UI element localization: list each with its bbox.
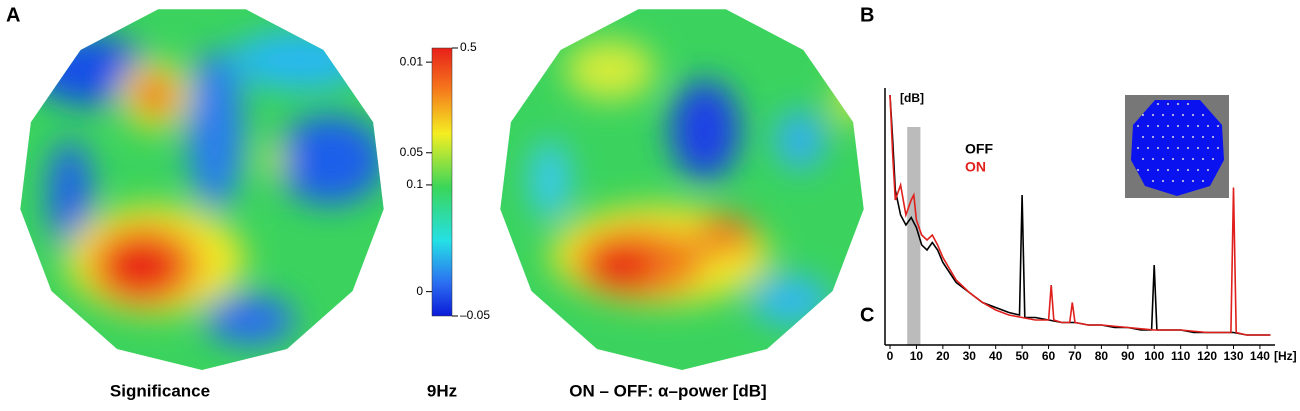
electrode: [1182, 114, 1184, 116]
panel-label: A: [6, 4, 20, 26]
electrode: [1162, 158, 1164, 160]
electrode: [1172, 136, 1174, 138]
electrode: [1167, 103, 1169, 105]
electrode: [1147, 169, 1149, 171]
electrode: [1197, 169, 1199, 171]
electrode: [1177, 169, 1179, 171]
electrode: [1202, 158, 1204, 160]
electrode: [1177, 103, 1179, 105]
electrode: [1137, 169, 1139, 171]
electrode: [1212, 158, 1214, 160]
electrode: [1197, 147, 1199, 149]
electrode: [1152, 180, 1154, 182]
electrode: [1172, 180, 1174, 182]
electrode: [1217, 147, 1219, 149]
colorbar-tick-label: 0: [416, 284, 423, 298]
colorbar-caption: 9Hz: [427, 381, 457, 400]
x-tick-label: 60: [1042, 349, 1056, 363]
electrode: [1172, 158, 1174, 160]
electrode: [1187, 103, 1189, 105]
x-tick-label: 110: [1171, 349, 1191, 363]
electrode: [1187, 169, 1189, 171]
colorbar-tick-label: 0.1: [406, 177, 423, 191]
colorbar-tick-label: 0.05: [400, 145, 424, 159]
electrode: [1187, 125, 1189, 127]
electrode: [1182, 136, 1184, 138]
map-caption: Significance: [110, 381, 210, 400]
legend-label: OFF: [965, 141, 993, 157]
colorbar-tick-label: 0.5: [460, 40, 477, 54]
x-axis-label: [Hz]: [1274, 349, 1297, 363]
electrode: [1192, 136, 1194, 138]
electrode: [1142, 136, 1144, 138]
electrode: [1212, 136, 1214, 138]
x-tick-label: 80: [1095, 349, 1109, 363]
electrode: [1177, 147, 1179, 149]
electrode: [1207, 147, 1209, 149]
electrode: [1167, 125, 1169, 127]
highlight-band: [907, 127, 921, 345]
electrode: [1182, 158, 1184, 160]
electrode: [1192, 114, 1194, 116]
x-tick-label: 50: [1015, 349, 1029, 363]
electrode: [1202, 136, 1204, 138]
electrode: [1152, 136, 1154, 138]
spectrum-line: [889, 94, 1271, 336]
electrode: [1192, 158, 1194, 160]
electrode: [1137, 147, 1139, 149]
x-tick-label: 90: [1121, 349, 1135, 363]
electrode: [1162, 180, 1164, 182]
electrodes: [1137, 103, 1219, 182]
legend-label: ON: [965, 159, 986, 175]
electrode: [1167, 169, 1169, 171]
electrode: [1197, 125, 1199, 127]
map-caption: ON – OFF: α–power [dB]: [569, 381, 766, 400]
electrode: [1187, 147, 1189, 149]
x-tick-label: 130: [1224, 349, 1244, 363]
electrode: [1172, 114, 1174, 116]
electrode: [1147, 125, 1149, 127]
topo-map: [500, 9, 864, 371]
panel-label: C: [860, 304, 874, 326]
x-tick-label: 10: [910, 349, 924, 363]
electrode: [1142, 114, 1144, 116]
colorbar: [431, 47, 453, 317]
panel-label: B: [860, 4, 874, 26]
electrode: [1182, 180, 1184, 182]
electrode: [1137, 125, 1139, 127]
colorbar-tick-label: –0.05: [460, 308, 490, 322]
electrode: [1142, 158, 1144, 160]
electrode: [1162, 136, 1164, 138]
electrode: [1207, 125, 1209, 127]
electrode: [1202, 180, 1204, 182]
electrode: [1157, 103, 1159, 105]
electrode: [1157, 147, 1159, 149]
electrode: [1157, 169, 1159, 171]
electrode: [1177, 125, 1179, 127]
electrode: [1152, 114, 1154, 116]
x-tick-label: 20: [936, 349, 950, 363]
electrode: [1217, 125, 1219, 127]
x-tick-label: 0: [887, 349, 894, 363]
electrode: [1167, 147, 1169, 149]
topo-map: [20, 9, 384, 371]
electrode: [1162, 114, 1164, 116]
x-tick-label: 30: [963, 349, 977, 363]
x-tick-label: 140: [1250, 349, 1270, 363]
electrode: [1152, 158, 1154, 160]
electrode: [1147, 147, 1149, 149]
colorbar-tick-label: 0.01: [400, 54, 424, 68]
x-tick-label: 40: [989, 349, 1003, 363]
electrode: [1157, 125, 1159, 127]
y-axis-label: [dB]: [900, 91, 924, 105]
electrode: [1207, 169, 1209, 171]
electrode: [1192, 180, 1194, 182]
x-tick-label: 120: [1197, 349, 1217, 363]
x-tick-label: 100: [1144, 349, 1164, 363]
x-tick-label: 70: [1068, 349, 1082, 363]
electrode: [1202, 114, 1204, 116]
